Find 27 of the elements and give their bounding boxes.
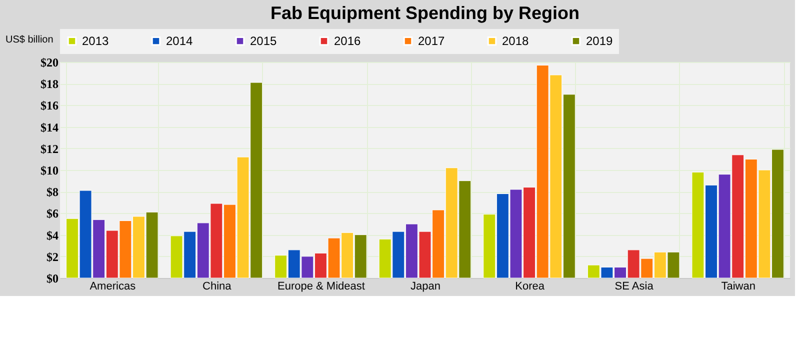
y-tick-label: $8 — [46, 185, 58, 200]
chart-title: Fab Equipment Spending by Region — [270, 3, 580, 23]
legend-label: 2018 — [502, 34, 530, 48]
y-tick-label: $6 — [46, 206, 58, 221]
x-tick-label: Europe & Mideast — [277, 280, 365, 292]
y-tick-label: $14 — [40, 120, 58, 134]
legend-label: 2017 — [418, 34, 446, 48]
legend-label: 2014 — [166, 34, 194, 48]
y-tick-label: $0 — [46, 272, 58, 286]
y-tick-label: $20 — [40, 56, 58, 70]
x-tick-label: Japan — [410, 280, 440, 292]
x-tick-label: Americas — [90, 280, 136, 292]
legend-label: 2016 — [334, 34, 362, 48]
y-tick-label: $2 — [46, 250, 58, 264]
y-tick-label: $16 — [40, 98, 58, 113]
y-tick-label: $4 — [46, 228, 58, 242]
x-tick-label: SE Asia — [614, 280, 654, 292]
legend-label: 2019 — [586, 34, 614, 48]
x-tick-label: Taiwan — [721, 280, 756, 292]
legend-label: 2013 — [82, 34, 110, 48]
x-tick-label: China — [202, 280, 232, 292]
legend-label: 2015 — [250, 34, 278, 48]
y-axis-title: US$ billion — [6, 34, 54, 46]
y-tick-label: $10 — [40, 164, 58, 178]
y-tick-label: $12 — [40, 142, 58, 156]
y-tick-label: $18 — [40, 77, 58, 92]
x-tick-label: Korea — [515, 280, 546, 292]
